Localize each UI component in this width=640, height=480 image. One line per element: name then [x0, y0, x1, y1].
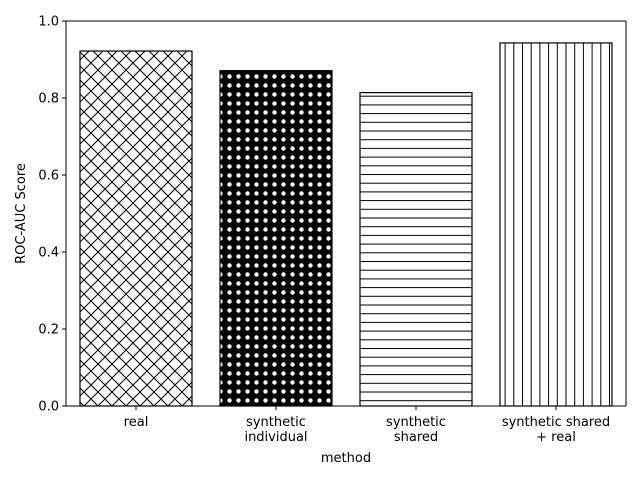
x-axis-label: method	[321, 451, 371, 466]
x-tick-label-line: individual	[244, 430, 307, 445]
x-tick-label: synthetic shared	[386, 415, 446, 445]
bars-group	[79, 42, 613, 407]
x-tick-label-line: synthetic	[246, 415, 306, 430]
x-tick-label: real	[124, 415, 149, 430]
x-tick-label-line: synthetic	[386, 415, 446, 430]
x-tick-label-line: real	[124, 415, 149, 430]
y-ticks-group: 0.0 0.2 0.4 0.6 0.8 1.0	[38, 15, 66, 415]
y-tick-label: 0.4	[38, 246, 59, 261]
x-tick-label-line: + real	[536, 430, 576, 445]
bar-4	[499, 42, 613, 407]
bar-3	[359, 92, 473, 407]
y-tick-label: 0.2	[38, 323, 59, 338]
y-tick-label: 0.6	[38, 169, 59, 184]
y-tick-label: 1.0	[38, 15, 59, 30]
x-tick-label-line: shared	[394, 430, 438, 445]
bar-2	[219, 70, 333, 407]
x-tick-label: synthetic individual	[244, 415, 307, 445]
bar-1	[79, 50, 193, 407]
y-tick-label: 0.0	[38, 400, 59, 415]
x-tick-label: synthetic shared + real	[502, 415, 610, 445]
x-tick-label-line: synthetic shared	[502, 415, 610, 430]
y-axis-label: ROC-AUC Score	[14, 163, 29, 264]
y-tick-label: 0.8	[38, 92, 59, 107]
